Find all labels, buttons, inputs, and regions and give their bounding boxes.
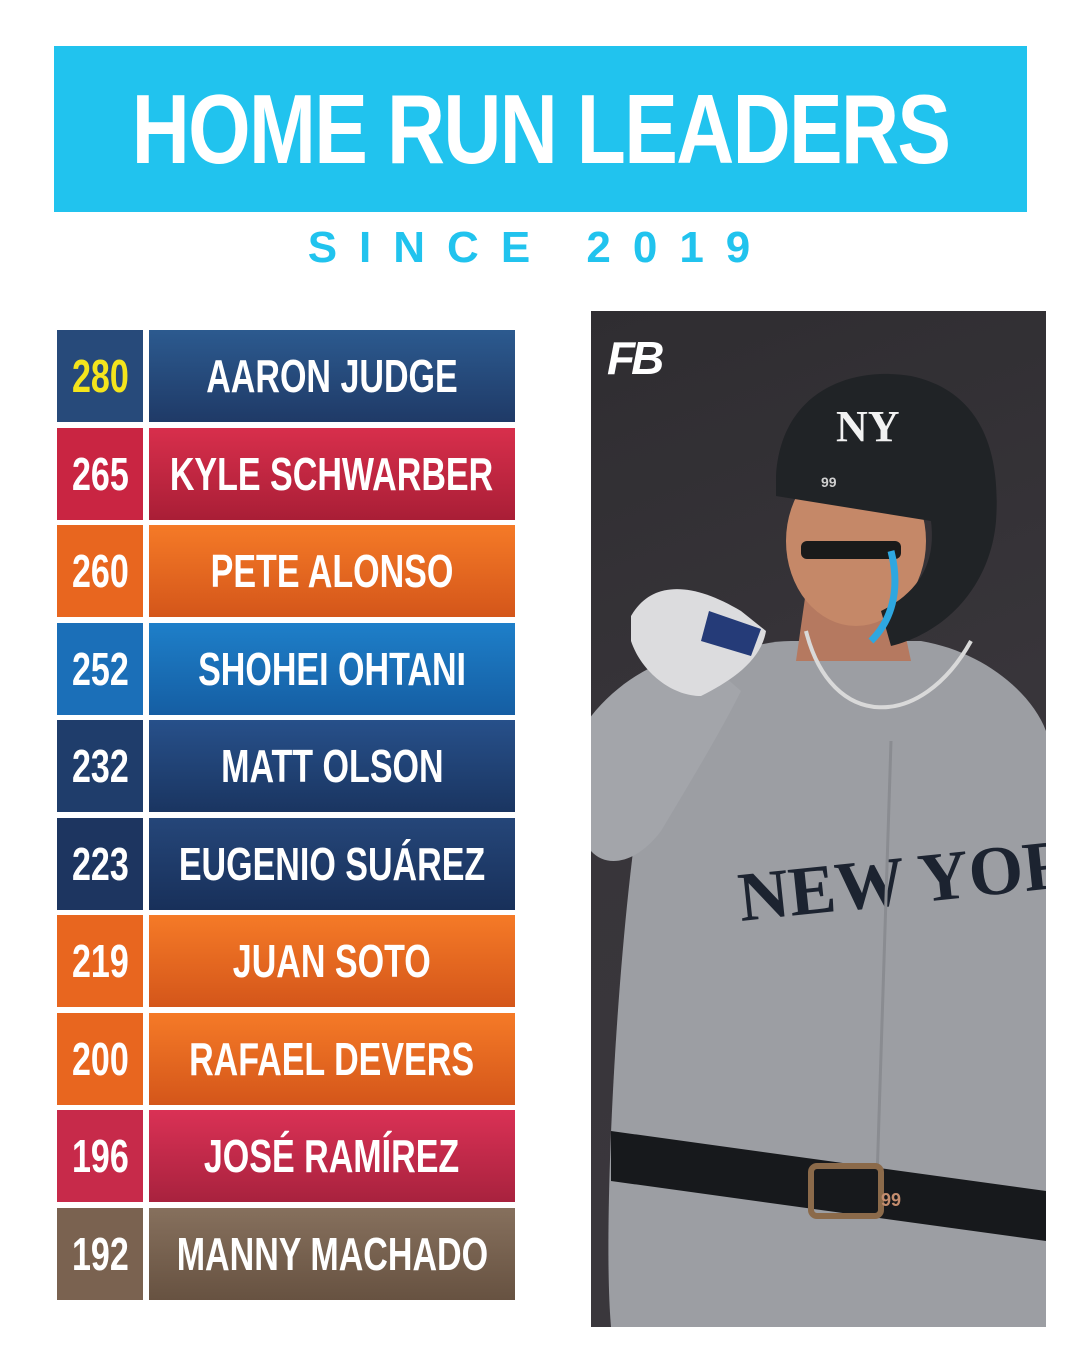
helmet-number: 99: [821, 474, 837, 490]
leader-row: 200 RAFAEL DEVERS: [57, 1012, 515, 1105]
leader-row: 252 SHOHEI OHTANI: [57, 622, 515, 715]
brand-logo: FB: [607, 332, 664, 384]
player-name: SHOHEI OHTANI: [149, 622, 515, 715]
player-name: JOSÉ RAMÍREZ: [149, 1110, 515, 1202]
player-name: AARON JUDGE: [149, 330, 515, 422]
home-run-count: 196: [57, 1110, 143, 1202]
belt-number: 99: [881, 1190, 901, 1210]
player-name: PETE ALONSO: [149, 525, 515, 617]
page-subtitle: SINCE 2019: [307, 223, 773, 272]
home-run-count: 280: [57, 330, 143, 422]
player-name: EUGENIO SUÁREZ: [149, 817, 515, 910]
player-name: RAFAEL DEVERS: [149, 1012, 515, 1105]
home-run-count: 232: [57, 720, 143, 812]
home-run-count: 192: [57, 1207, 143, 1300]
leader-row: 219 JUAN SOTO: [57, 915, 515, 1007]
page-title: HOME RUN LEADERS: [131, 74, 951, 184]
home-run-count: 223: [57, 817, 143, 910]
leader-row: 280 AARON JUDGE: [57, 330, 515, 422]
leader-row: 265 KYLE SCHWARBER: [57, 427, 515, 520]
home-run-count: 260: [57, 525, 143, 617]
leader-row: 223 EUGENIO SUÁREZ: [57, 817, 515, 910]
leader-row: 260 PETE ALONSO: [57, 525, 515, 617]
home-run-count: 252: [57, 622, 143, 715]
helmet-logo: NY: [836, 402, 900, 451]
leader-row: 196 JOSÉ RAMÍREZ: [57, 1110, 515, 1202]
leader-row: 192 MANNY MACHADO: [57, 1207, 515, 1300]
leader-row: 232 MATT OLSON: [57, 720, 515, 812]
player-photo: FB NY 99 NEW YORK 99: [591, 311, 1046, 1327]
player-illustration: NY 99 NEW YORK 99: [591, 373, 1046, 1327]
home-run-count: 219: [57, 915, 143, 1007]
title-banner: HOME RUN LEADERS: [54, 46, 1027, 212]
home-run-count: 200: [57, 1012, 143, 1105]
player-name: MATT OLSON: [149, 720, 515, 812]
player-name: KYLE SCHWARBER: [149, 427, 515, 520]
player-name: MANNY MACHADO: [149, 1207, 515, 1300]
home-run-count: 265: [57, 427, 143, 520]
player-name: JUAN SOTO: [149, 915, 515, 1007]
